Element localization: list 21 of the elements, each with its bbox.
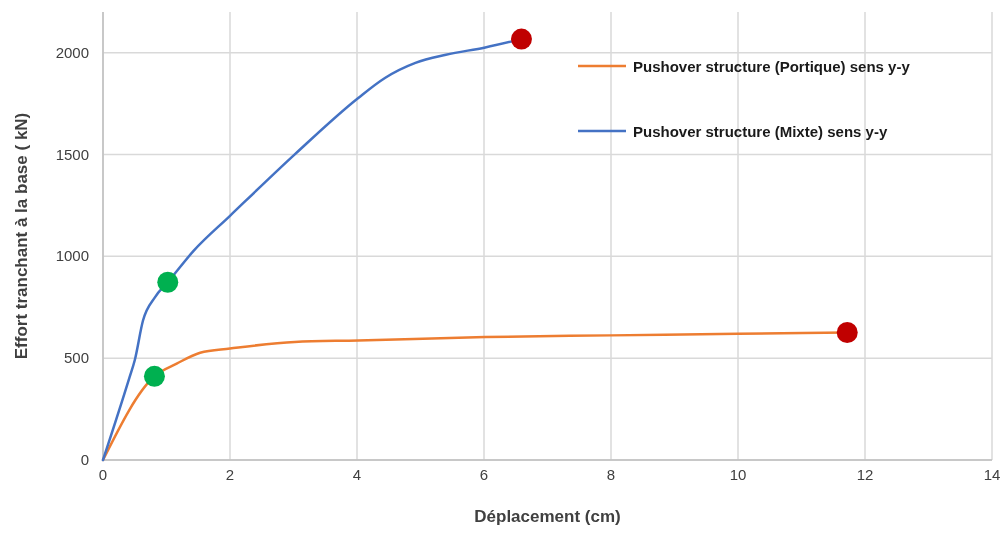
legend-label: Pushover structure (Mixte) sens y-y — [633, 123, 888, 140]
point — [836, 322, 858, 344]
point — [157, 271, 179, 293]
y-tick-label: 0 — [80, 451, 89, 468]
y-tick-label: 500 — [63, 349, 89, 367]
x-tick-label: 0 — [98, 466, 108, 483]
x-tick-label: 10 — [729, 466, 747, 483]
point — [143, 365, 165, 387]
x-tick-label: 4 — [352, 466, 362, 483]
x-tick-label: 2 — [225, 466, 235, 483]
x-tick-label: 6 — [479, 466, 489, 483]
x-axis-title: Déplacement (cm) — [474, 507, 621, 526]
x-tick-label: 14 — [983, 466, 1001, 483]
x-tick-label: 8 — [606, 466, 616, 483]
legend-label: Pushover structure (Portique) sens y-y — [633, 58, 911, 75]
y-tick-label: 1000 — [55, 247, 89, 265]
y-tick-label: 1500 — [55, 145, 89, 163]
y-tick-label: 2000 — [55, 43, 89, 61]
y-axis-title: Effort tranchant à la base ( kN) — [12, 112, 31, 360]
x-tick-label: 12 — [856, 466, 874, 483]
point — [510, 28, 532, 50]
